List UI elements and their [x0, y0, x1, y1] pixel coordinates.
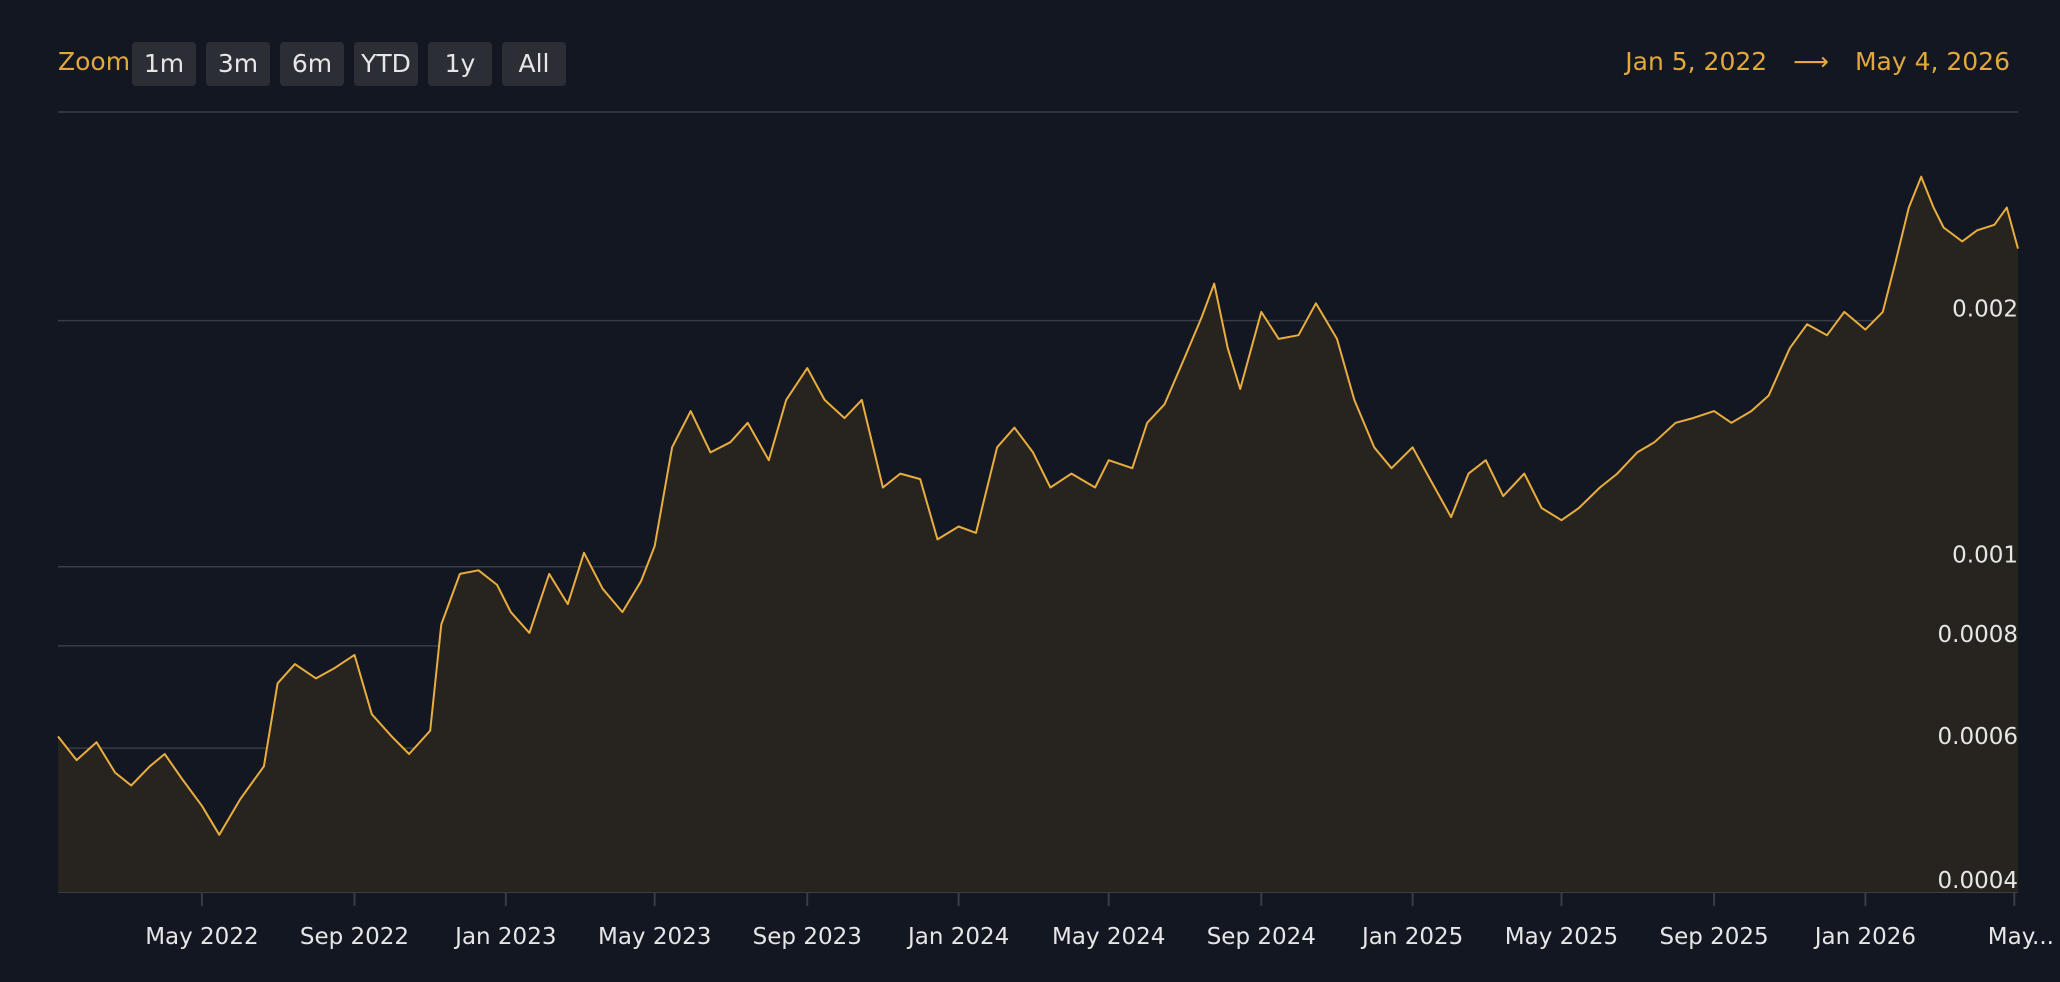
x-tick-label: Sep 2025: [1659, 924, 1768, 950]
x-tick-label: May...: [1988, 924, 2054, 950]
zoom-1y-button[interactable]: 1y: [428, 42, 492, 86]
zoom-6m-button[interactable]: 6m: [280, 42, 344, 86]
y-axis: 0.0004 0.0006 0.0008 0.001 0.002: [1938, 297, 2018, 894]
y-tick-label: 0.002: [1952, 297, 2018, 323]
x-tick-label: Jan 2026: [1813, 924, 1916, 950]
y-tick-label: 0.001: [1952, 543, 2018, 569]
y-tick-label: 0.0006: [1938, 724, 2018, 750]
y-tick-label: 0.0008: [1938, 622, 2018, 648]
x-tick-label: Jan 2023: [453, 924, 556, 950]
x-tick-label: Sep 2022: [300, 924, 409, 950]
x-tick-label: Jan 2025: [1360, 924, 1463, 950]
zoom-label: Zoom: [58, 47, 131, 76]
date-range: Jan 5, 2022 ⟶ May 4, 2026: [1625, 47, 2010, 76]
series-line: [57, 175, 2019, 836]
zoom-ytd-button[interactable]: YTD: [354, 42, 418, 86]
x-tick-label: May 2023: [598, 924, 711, 950]
range-arrow-icon: ⟶: [1793, 47, 1829, 76]
y-tick-label: 0.0004: [1938, 868, 2018, 894]
zoom-all-button[interactable]: All: [502, 42, 566, 86]
x-tick-label: Sep 2023: [753, 924, 862, 950]
zoom-3m-button[interactable]: 3m: [206, 42, 270, 86]
x-tick-label: Sep 2024: [1207, 924, 1316, 950]
chart-toolbar: Zoom 1m 3m 6m YTD 1y All Jan 5, 2022 ⟶ M…: [0, 0, 2060, 110]
range-start[interactable]: Jan 5, 2022: [1625, 47, 1768, 76]
x-tick-label: May 2024: [1052, 924, 1165, 950]
zoom-1m-button[interactable]: 1m: [132, 42, 196, 86]
range-end[interactable]: May 4, 2026: [1854, 47, 2010, 76]
x-axis: May 2022 Sep 2022 Jan 2023 May 2023 Sep 2023…: [145, 892, 2054, 950]
series-area: [58, 176, 2018, 892]
x-tick-label: Jan 2024: [906, 924, 1009, 950]
x-tick-label: May 2025: [1505, 924, 1618, 950]
x-tick-label: May 2022: [145, 924, 258, 950]
